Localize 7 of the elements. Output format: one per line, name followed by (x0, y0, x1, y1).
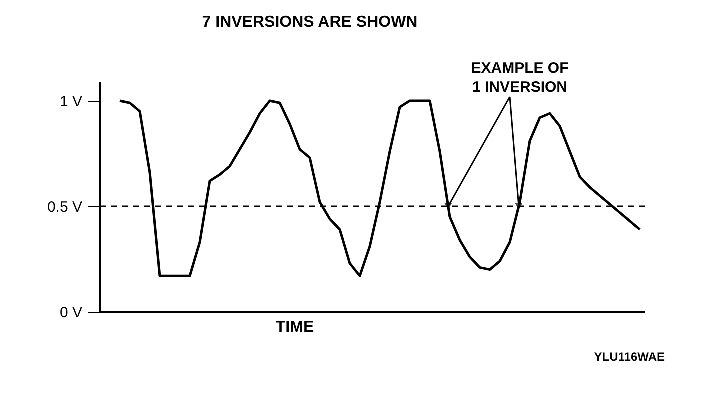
annotation: EXAMPLE OF 1 INVERSION (471, 60, 569, 96)
y-tick-label: 1 V (60, 93, 82, 110)
chart-title: 7 INVERSIONS ARE SHOWN (202, 14, 418, 31)
x-axis-title: TIME (276, 319, 314, 336)
text: YLU116WAE (594, 350, 665, 364)
y-tick-label: 0.5 V (47, 198, 82, 216)
y-tick-label: 0 V (60, 304, 82, 322)
